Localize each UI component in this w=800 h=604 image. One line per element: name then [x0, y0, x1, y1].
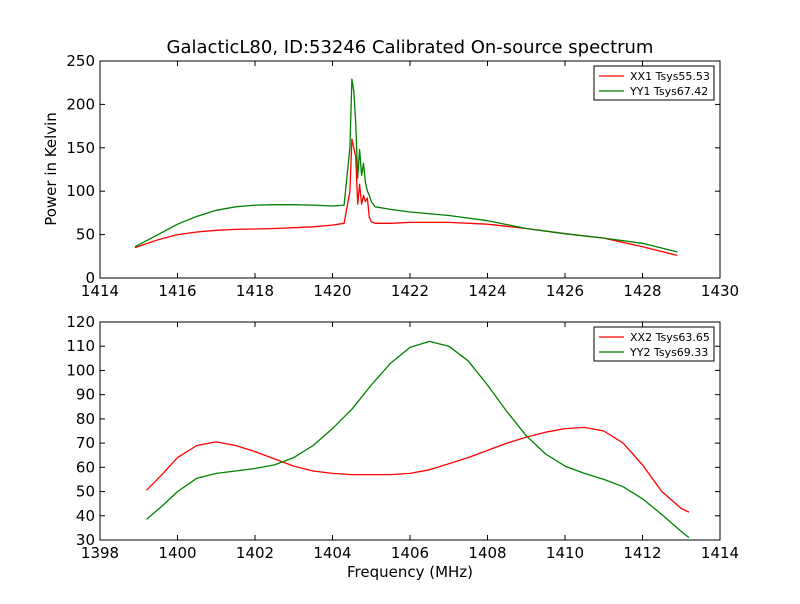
bottom-x-tick-label: 1412: [623, 544, 661, 562]
bottom-legend: XX2 Tsys63.65 YY2 Tsys69.33: [593, 326, 715, 362]
bottom-legend-label-1: XX2 Tsys63.65: [630, 331, 710, 344]
bottom-panel: 1398 1400 1402 1404 1406 1408 1410 1412 1414 30 40…: [66, 313, 739, 562]
top-x-tick-label: 1416: [158, 282, 196, 300]
top-legend-label-1: XX1 Tsys55.53: [630, 70, 710, 83]
bottom-y-tick-label: 50: [76, 483, 95, 501]
bottom-x-tick-label: 1414: [701, 544, 739, 562]
bottom-x-tick-label: 1410: [546, 544, 584, 562]
top-x-tick-label: 1428: [623, 282, 661, 300]
top-legend-box: [593, 65, 715, 101]
top-series-line-2: [134, 78, 678, 253]
top-legend-label-2: YY1 Tsys67.42: [629, 85, 708, 98]
bottom-x-tick-label: 1402: [236, 544, 274, 562]
bottom-y-tick-label: 60: [76, 458, 95, 476]
top-x-tick-label: 1424: [468, 282, 506, 300]
bottom-x-tick-label: 1408: [468, 544, 506, 562]
bottom-x-tick-label: 1398: [81, 544, 119, 562]
y-axis-label: Power in Kelvin: [42, 112, 60, 226]
top-x-tick-label: 1422: [391, 282, 429, 300]
bottom-y-tick-label: 100: [66, 361, 95, 379]
x-axis-label: Frequency (MHz): [347, 563, 473, 581]
top-y-tick-label: 100: [66, 182, 95, 200]
bottom-y-tick-label: 120: [66, 313, 95, 331]
bottom-y-tick-label: 110: [66, 337, 95, 355]
bottom-x-tick-label: 1404: [313, 544, 351, 562]
bottom-series-line-2: [146, 340, 690, 539]
chart-title: GalacticL80, ID:53246 Calibrated On-sour…: [167, 37, 654, 58]
top-series-line-1: [134, 138, 678, 257]
top-x-tick-label: 1420: [313, 282, 351, 300]
top-x-tick-label: 1414: [81, 282, 119, 300]
top-y-tick-label: 0: [85, 269, 95, 287]
bottom-y-tick-label: 80: [76, 410, 95, 428]
top-y-tick-label: 200: [66, 95, 95, 113]
bottom-y-tick-label: 30: [76, 531, 95, 549]
bottom-series-line-1: [146, 426, 690, 513]
bottom-x-tick-label: 1406: [391, 544, 429, 562]
top-y-tick-label: 50: [76, 226, 95, 244]
top-x-tick-label: 1418: [236, 282, 274, 300]
bottom-y-tick-label: 70: [76, 434, 95, 452]
bottom-y-tick-label: 90: [76, 386, 95, 404]
top-x-tick-label: 1430: [701, 282, 739, 300]
top-legend: XX1 Tsys55.53 YY1 Tsys67.42: [593, 65, 715, 101]
bottom-legend-label-2: YY2 Tsys69.33: [629, 346, 708, 359]
bottom-x-tick-label: 1400: [158, 544, 196, 562]
bottom-y-tick-label: 40: [76, 507, 95, 525]
bottom-legend-box: [593, 326, 715, 362]
top-x-tick-label: 1426: [546, 282, 584, 300]
top-y-tick-label: 250: [66, 52, 95, 70]
top-y-tick-label: 150: [66, 139, 95, 157]
top-panel: 1414 1416 1418 1420 1422 1424 1426 1428 1430 0 50 1…: [66, 52, 739, 300]
